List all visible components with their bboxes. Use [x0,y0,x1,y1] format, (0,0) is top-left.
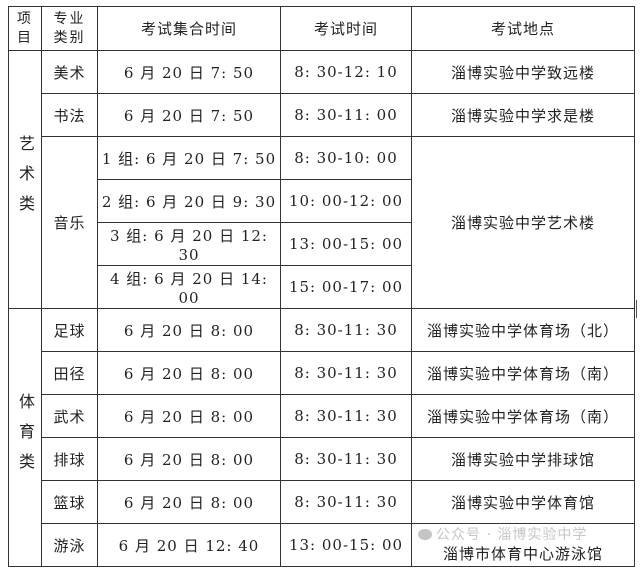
exam-cell: 15: 00-17: 00 [280,265,412,309]
exam-cell: 13: 00-15: 00 [280,523,412,567]
location-cell: 淄博实验中学体育场（北） [411,308,635,352]
exam-cell: 10: 00-12: 00 [280,179,412,223]
exam-cell: 8: 30-11: 00 [280,93,412,137]
category-cell: 足球 [41,308,98,352]
table-row: 篮球 6 月 20 日 8: 00 8: 30-11: 30 淄博实验中学体育馆 [9,480,635,524]
location-cell: 淄博实验中学致远楼 [411,50,635,94]
header-project: 项目 [8,6,42,51]
category-cell: 排球 [41,437,98,481]
location-cell: 淄博实验中学体育场（南） [411,351,635,395]
assembly-cell: 4 组: 6 月 20 日 14: 00 [97,265,281,309]
table-row: 体育类 足球 6 月 20 日 8: 00 8: 30-11: 30 淄博实验中… [8,308,635,567]
category-cell: 田径 [41,351,98,395]
assembly-cell: 3 组: 6 月 20 日 12: 30 [97,222,281,266]
group-sports: 体育类 [8,308,42,567]
watermark-text: 公众号 · 淄博实验中学 [436,526,588,543]
category-cell: 游泳 [41,523,98,567]
exam-schedule-table: 项目 专业类别 考试集合时间 考试时间 考试地点 艺术类 美术 6 月 20 日… [8,6,635,567]
location-cell: 淄博实验中学体育馆 [411,480,635,524]
table-row: 音乐 1 组: 6 月 20 日 7: 50 8: 30-10: 00 淄博实验… [9,136,635,309]
assembly-cell: 6 月 20 日 12: 40 [97,523,281,567]
assembly-cell: 6 月 20 日 7: 50 [97,93,281,137]
exam-cell: 8: 30-11: 30 [280,308,412,352]
table-row: 3 组: 6 月 20 日 12: 30 13: 00-15: 00 [9,222,635,266]
table-row: 书法 6 月 20 日 7: 50 8: 30-11: 00 淄博实验中学求是楼 [9,93,635,137]
wechat-icon [418,528,432,540]
location-cell: 淄博实验中学艺术楼 [411,136,635,309]
table-row: 田径 6 月 20 日 8: 00 8: 30-11: 30 淄博实验中学体育场… [9,351,635,395]
location-cell: 淄博实验中学排球馆 [411,437,635,481]
exam-cell: 8: 30-11: 30 [280,437,412,481]
exam-cell: 13: 00-15: 00 [280,222,412,266]
exam-cell: 8: 30-11: 30 [280,480,412,524]
category-cell: 音乐 [41,136,98,309]
watermark: 公众号 · 淄博实验中学 [412,527,634,544]
exam-cell: 8: 30-12: 10 [280,50,412,94]
header-location: 考试地点 [411,6,635,51]
assembly-cell: 6 月 20 日 8: 00 [97,351,281,395]
header-exam-time: 考试时间 [280,6,412,51]
category-cell: 武术 [41,394,98,438]
exam-cell: 8: 30-11: 30 [280,351,412,395]
header-category: 专业类别 [41,6,98,51]
assembly-cell: 6 月 20 日 7: 50 [97,50,281,94]
exam-cell: 8: 30-11: 30 [280,394,412,438]
assembly-cell: 6 月 20 日 8: 00 [97,480,281,524]
table-row: 武术 6 月 20 日 8: 00 8: 30-11: 30 淄博实验中学体育场… [9,394,635,438]
table-row: 4 组: 6 月 20 日 14: 00 15: 00-17: 00 [9,265,635,309]
margin-line [636,300,637,318]
location-cell: 淄博实验中学求是楼 [411,93,635,137]
table-row: 游泳 6 月 20 日 12: 40 13: 00-15: 00 公众号 · 淄… [9,523,635,567]
category-cell: 美术 [41,50,98,94]
assembly-cell: 1 组: 6 月 20 日 7: 50 [97,136,281,180]
exam-cell: 8: 30-10: 00 [280,136,412,180]
category-cell: 书法 [41,93,98,137]
location-text: 淄博市体育中心游泳馆 [442,544,603,563]
location-cell: 公众号 · 淄博实验中学 淄博市体育中心游泳馆 [411,523,635,567]
header-assembly-time: 考试集合时间 [97,6,281,51]
table-row: 2 组: 6 月 20 日 9: 30 10: 00-12: 00 [9,179,635,223]
category-cell: 篮球 [41,480,98,524]
assembly-cell: 6 月 20 日 8: 00 [97,437,281,481]
group-art: 艺术类 [8,50,42,309]
assembly-cell: 6 月 20 日 8: 00 [97,308,281,352]
assembly-cell: 6 月 20 日 8: 00 [97,394,281,438]
location-cell: 淄博实验中学体育场（南） [411,394,635,438]
table-row: 艺术类 美术 6 月 20 日 7: 50 8: 30-12: 10 淄博实验中… [8,50,635,309]
header-row: 项目 专业类别 考试集合时间 考试时间 考试地点 [8,6,635,51]
table-row: 排球 6 月 20 日 8: 00 8: 30-11: 30 淄博实验中学排球馆 [9,437,635,481]
assembly-cell: 2 组: 6 月 20 日 9: 30 [97,179,281,223]
